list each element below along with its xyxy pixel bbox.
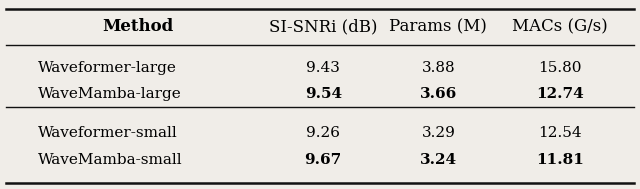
Text: 12.54: 12.54 — [538, 126, 582, 140]
Text: WaveMamba-small: WaveMamba-small — [38, 153, 183, 167]
Text: 3.24: 3.24 — [420, 153, 457, 167]
Text: 9.26: 9.26 — [306, 126, 340, 140]
Text: 3.66: 3.66 — [420, 87, 457, 101]
Text: MACs (G/s): MACs (G/s) — [512, 18, 608, 35]
Text: 9.43: 9.43 — [307, 61, 340, 75]
Text: Params (M): Params (M) — [390, 18, 487, 35]
Text: 9.54: 9.54 — [305, 87, 342, 101]
Text: SI-SNRi (dB): SI-SNRi (dB) — [269, 18, 378, 35]
Text: Method: Method — [102, 18, 173, 35]
Text: Waveformer-large: Waveformer-large — [38, 61, 177, 75]
Text: WaveMamba-large: WaveMamba-large — [38, 87, 182, 101]
Text: 3.88: 3.88 — [422, 61, 455, 75]
Text: 11.81: 11.81 — [536, 153, 584, 167]
Text: 15.80: 15.80 — [538, 61, 582, 75]
Text: 3.29: 3.29 — [422, 126, 455, 140]
Text: Waveformer-small: Waveformer-small — [38, 126, 178, 140]
Text: 12.74: 12.74 — [536, 87, 584, 101]
Text: 9.67: 9.67 — [305, 153, 342, 167]
